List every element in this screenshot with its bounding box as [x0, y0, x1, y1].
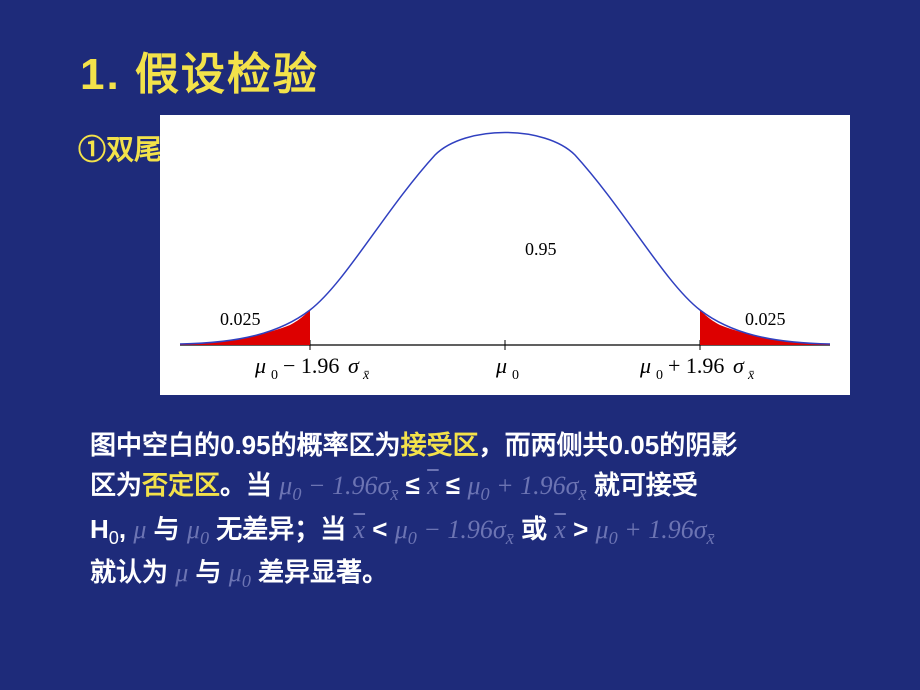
- mu2: μ: [175, 558, 188, 587]
- bell-curve-chart: 0.95 0.025 0.025 μ0 − 1.96 σx̄ μ0 μ0 + 1…: [160, 115, 850, 395]
- axis-label-left: μ0 − 1.96 σx̄: [254, 353, 370, 383]
- gt: >: [573, 514, 595, 544]
- svg-text:μ: μ: [639, 353, 651, 378]
- comma: ,: [119, 514, 133, 544]
- f-xbar2: x: [354, 515, 366, 544]
- leq2: ≤: [446, 470, 460, 500]
- axis-label-right: μ0 + 1.96 σx̄: [639, 353, 755, 383]
- lt: <: [372, 514, 394, 544]
- slide-subtitle: ①双尾: [78, 128, 162, 168]
- t1: 图中空白的0.95的概率区为: [90, 430, 401, 460]
- svg-text:0: 0: [271, 368, 278, 383]
- leq1: ≤: [406, 470, 420, 500]
- svg-text:0: 0: [656, 368, 663, 383]
- svg-text:σ: σ: [348, 353, 360, 378]
- svg-text:− 1.96: − 1.96: [283, 353, 339, 378]
- slide-title: 1. 假设检验: [80, 38, 319, 102]
- t5: 就可接受: [594, 470, 698, 500]
- svg-text:x̄: x̄: [362, 368, 370, 383]
- bell-curve: [180, 133, 830, 345]
- svg-text:μ: μ: [254, 353, 266, 378]
- mu0b: μ0: [229, 558, 251, 587]
- mu0a: μ0: [187, 515, 209, 544]
- f-lower: μ0 − 1.96σx̄: [279, 471, 398, 500]
- svg-text:μ: μ: [495, 353, 507, 378]
- t8: 就认为: [90, 557, 175, 587]
- f-lower2: μ0 − 1.96σx̄: [395, 515, 514, 544]
- reject-region: 否定区: [142, 470, 220, 500]
- t9: 与: [196, 557, 229, 587]
- f-xbar1: x: [427, 471, 439, 500]
- t2: ，而两侧共0.05的阴影: [479, 430, 738, 460]
- f-upper: μ0 + 1.96σx̄: [467, 471, 586, 500]
- slide: 1. 假设检验 ①双尾 0.95 0.025 0.025 μ0 − 1.96 σ…: [0, 0, 920, 690]
- t6: 与: [154, 514, 187, 544]
- svg-text:x̄: x̄: [747, 368, 755, 383]
- accept-region: 接受区: [401, 430, 479, 460]
- svg-text:+ 1.96: + 1.96: [668, 353, 724, 378]
- or: 或: [521, 514, 554, 544]
- f-upper2: μ0 + 1.96σx̄: [596, 515, 715, 544]
- center-prob-label: 0.95: [525, 239, 557, 259]
- h0: H0: [90, 514, 119, 544]
- t3: 区为: [90, 470, 142, 500]
- svg-text:0: 0: [512, 368, 519, 383]
- t7: 无差异；当: [216, 514, 353, 544]
- t10: 差异显著。: [258, 557, 388, 587]
- left-prob-label: 0.025: [220, 309, 261, 329]
- body-text: 图中空白的0.95的概率区为接受区，而两侧共0.05的阴影 区为否定区。当 μ0…: [90, 425, 850, 595]
- right-prob-label: 0.025: [745, 309, 786, 329]
- t4: 。当: [220, 470, 272, 500]
- svg-text:σ: σ: [733, 353, 745, 378]
- mu1: μ: [133, 515, 146, 544]
- axis-label-center: μ0: [495, 353, 519, 383]
- chart-svg: 0.95 0.025 0.025 μ0 − 1.96 σx̄ μ0 μ0 + 1…: [160, 115, 850, 395]
- f-xbar3: x: [554, 515, 566, 544]
